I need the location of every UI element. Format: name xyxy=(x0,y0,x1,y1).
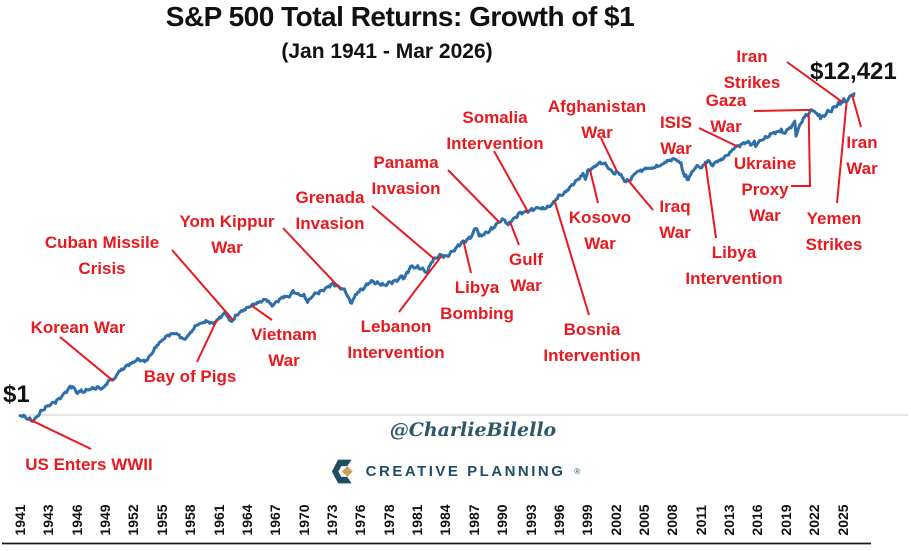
x-axis-label-2008: 2008 xyxy=(664,504,681,536)
annotation-kosovo-war: Kosovo War xyxy=(568,208,632,253)
annotation-gaza-war: Gaza War xyxy=(705,91,747,136)
leader-line-lebanon-intervention xyxy=(398,254,443,313)
leader-line-yom-kippur-war xyxy=(282,227,342,290)
x-axis-label-1941: 1941 xyxy=(12,504,28,536)
x-axis-label-1993: 1993 xyxy=(522,504,539,536)
x-axis-label-2002: 2002 xyxy=(607,504,624,536)
annotation-afghanistan-war: Afghanistan War xyxy=(547,97,647,142)
annotation-ukraine-proxy-war: Ukraine Proxy War xyxy=(733,154,797,225)
x-axis-label-1981: 1981 xyxy=(409,504,426,536)
leader-line-gaza-war xyxy=(753,108,811,112)
creative-planning-brand: CREATIVE PLANNING ® xyxy=(280,458,630,485)
x-axis-label-1984: 1984 xyxy=(437,504,454,536)
x-axis-label-1955: 1955 xyxy=(153,504,170,536)
end-value-label: $12,421 xyxy=(810,58,897,85)
annotation-panama-invasion: Panama Invasion xyxy=(371,153,441,198)
annotation-us-enters-wwii: US Enters WWII xyxy=(25,455,153,474)
leader-line-iran-war xyxy=(851,94,862,128)
leader-line-bosnia-intervention xyxy=(553,200,590,316)
annotation-somalia-intervention: Somalia Intervention xyxy=(446,108,544,153)
leader-line-afghanistan-war xyxy=(600,137,618,172)
x-axis-label-1964: 1964 xyxy=(238,504,255,536)
annotation-bosnia-intervention: Bosnia Intervention xyxy=(543,320,641,365)
x-axis-label-1978: 1978 xyxy=(380,504,397,536)
x-axis-label-1987: 1987 xyxy=(465,504,482,536)
leader-line-gulf-war xyxy=(509,221,520,246)
brand-registered-mark: ® xyxy=(574,467,581,476)
x-axis-label-1999: 1999 xyxy=(579,504,596,536)
annotation-yemen-strikes: Yemen Strikes xyxy=(805,209,863,254)
x-axis-label-1973: 1973 xyxy=(323,504,340,536)
annotation-vietnam-war: Vietnam War xyxy=(251,325,317,370)
x-axis-label-2011: 2011 xyxy=(692,504,709,536)
price-line xyxy=(18,92,856,423)
annotation-cuban-missile-crisis: Cuban Missile Crisis xyxy=(44,233,160,278)
x-axis-label-2019: 2019 xyxy=(777,504,794,536)
leader-line-libya-bombing xyxy=(462,241,472,274)
leader-line-isis-war xyxy=(698,127,739,148)
leader-line-korean-war xyxy=(59,336,115,382)
x-axis-label-2022: 2022 xyxy=(806,504,823,536)
annotation-isis-war: ISIS War xyxy=(659,113,693,158)
leader-line-panama-invasion xyxy=(447,169,501,224)
annotation-lebanon-intervention: Lebanon Intervention xyxy=(347,317,445,362)
annotation-korean-war: Korean War xyxy=(30,318,126,337)
x-axis-label-1946: 1946 xyxy=(68,504,85,536)
page-subtitle: (Jan 1941 - Mar 2026) xyxy=(281,40,493,63)
annotation-gulf-war: Gulf War xyxy=(509,250,543,295)
x-axis-label-1996: 1996 xyxy=(550,504,567,536)
page-title: S&P 500 Total Returns: Growth of $1 xyxy=(165,1,635,32)
annotation-libya-intervention: Libya Intervention xyxy=(685,243,783,288)
x-axis-label-1967: 1967 xyxy=(267,504,284,536)
leader-line-vietnam-war xyxy=(250,304,273,321)
x-axis-label-2016: 2016 xyxy=(749,504,766,536)
leader-line-libya-intervention xyxy=(704,162,717,239)
x-axis-label-2005: 2005 xyxy=(635,504,652,536)
watermark-charliebilello: @CharlieBilello xyxy=(389,419,557,441)
annotation-iran-strikes: Iran Strikes xyxy=(723,47,781,92)
leader-line-bay-of-pigs xyxy=(196,319,218,363)
brand-name: CREATIVE PLANNING xyxy=(365,463,566,480)
annotation-yom-kippur-war: Yom Kippur War xyxy=(179,212,275,257)
x-axis-label-1961: 1961 xyxy=(210,504,227,536)
annotation-libya-bombing: Libya Bombing xyxy=(440,278,514,323)
annotation-iran-war: Iran War xyxy=(846,133,878,178)
x-axis-label-1958: 1958 xyxy=(182,504,199,536)
leader-line-us-enters-wwii xyxy=(28,418,92,450)
leader-line-iran-strikes xyxy=(786,61,843,103)
x-axis-label-1970: 1970 xyxy=(295,504,312,536)
annotation-bay-of-pigs: Bay of Pigs xyxy=(143,367,237,386)
x-axis-label-1952: 1952 xyxy=(125,504,142,536)
x-axis-label-2025: 2025 xyxy=(834,504,851,536)
leader-line-grenada-invasion xyxy=(371,205,435,260)
x-axis-label-1943: 1943 xyxy=(40,504,57,536)
leader-line-kosovo-war xyxy=(588,169,599,204)
leader-line-iraq-war xyxy=(627,179,654,211)
x-axis-label-1976: 1976 xyxy=(352,504,369,536)
x-axis-label-1990: 1990 xyxy=(494,504,511,536)
start-value-label: $1 xyxy=(3,381,30,408)
annotation-iraq-war: Iraq War xyxy=(659,197,691,242)
annotation-grenada-invasion: Grenada Invasion xyxy=(295,188,365,233)
leader-line-ukraine-proxy-war xyxy=(791,113,812,187)
x-axis-label-2013: 2013 xyxy=(721,504,738,536)
leader-line-somalia-intervention xyxy=(493,150,530,213)
leader-line-yemen-strikes xyxy=(836,102,848,204)
creative-planning-logo-icon xyxy=(331,459,353,484)
x-axis-label-1949: 1949 xyxy=(97,504,114,536)
leader-line-cuban-missile-crisis xyxy=(171,249,235,321)
